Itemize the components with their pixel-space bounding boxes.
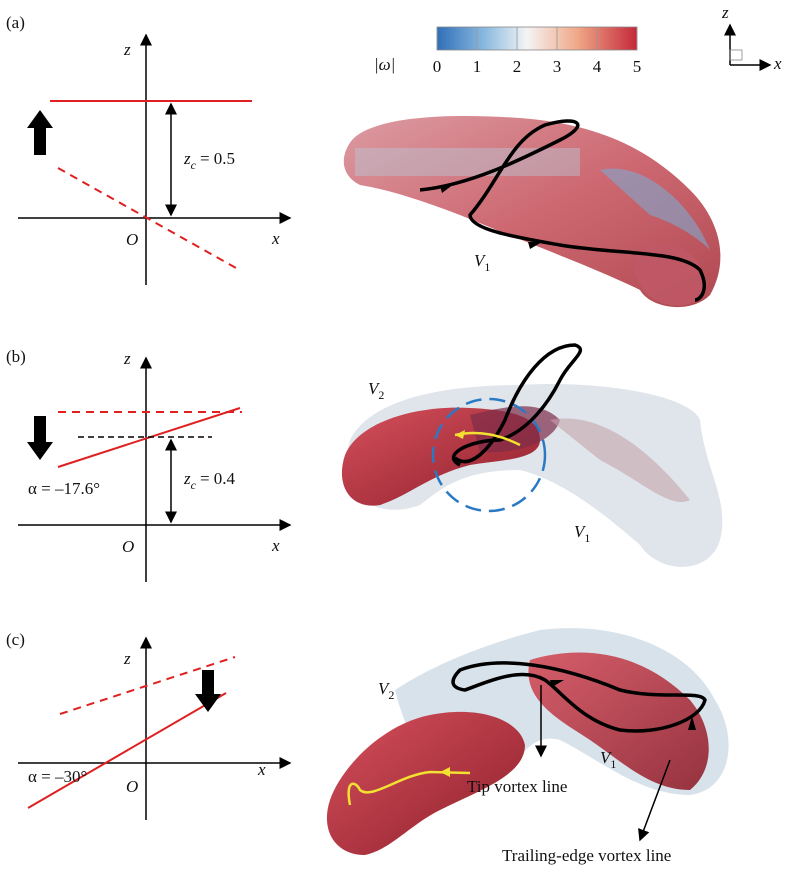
motion-arrow <box>195 670 221 712</box>
axis-label: z <box>123 349 131 368</box>
axis-label: z <box>123 40 131 59</box>
figure: (a) z x O zc= 0.5 V1 |ω| 0 1 2 3 4 5 z x (b) … <box>0 0 787 874</box>
alpha-label: α = –30° <box>28 767 87 786</box>
origin-label: O <box>126 230 138 249</box>
annotation: Trailing-edge vortex line <box>502 846 671 865</box>
axis-label: x <box>271 536 280 555</box>
colorbar-tick-label: 2 <box>513 57 522 76</box>
origin-label: O <box>122 537 134 556</box>
origin-label: O <box>126 777 138 796</box>
orientation-axes: z x <box>721 3 782 73</box>
panel-label: (c) <box>6 630 25 649</box>
vortex-label: V1 <box>474 251 490 274</box>
panel-a: (a) z x O zc= 0.5 V1 <box>6 13 720 307</box>
motion-arrow <box>27 416 53 460</box>
colorbar-label: |ω| <box>374 55 395 74</box>
colorbar-tick-label: 0 <box>433 57 442 76</box>
axis-label: z <box>721 3 729 22</box>
vortex-label: V2 <box>368 379 384 402</box>
axis-label: z <box>123 649 131 668</box>
annotation: Tip vortex line <box>467 777 567 796</box>
vortex-rendering <box>327 628 729 855</box>
colorbar-tick-label: 1 <box>473 57 482 76</box>
panel-label: (b) <box>6 347 26 366</box>
axis-label: x <box>257 760 266 779</box>
colorbar-tick-label: 5 <box>633 57 642 76</box>
colorbar-tick-label: 4 <box>593 57 602 76</box>
vortex-rendering <box>342 345 722 567</box>
zc-label: zc= 0.4 <box>183 469 236 492</box>
colorbar: |ω| 0 1 2 3 4 5 <box>374 27 641 76</box>
colorbar-tick-label: 3 <box>553 57 562 76</box>
motion-arrow <box>27 110 53 155</box>
axis-label: x <box>271 229 280 248</box>
zc-label: zc= 0.5 <box>183 149 235 172</box>
panel-label: (a) <box>6 13 25 32</box>
vortex-label: V1 <box>574 522 590 545</box>
vortex-rendering <box>344 116 721 307</box>
panel-b: (b) z x O zc= 0.4 α = –17.6° V2 V1 <box>6 345 722 582</box>
axis-label: x <box>773 54 782 73</box>
vortex-label: V2 <box>378 679 394 702</box>
alpha-label: α = –17.6° <box>28 479 100 498</box>
panel-c: (c) z x O α = –30° V2 V1 Tip vortex line… <box>6 628 729 865</box>
colorbar-gradient <box>437 27 637 50</box>
